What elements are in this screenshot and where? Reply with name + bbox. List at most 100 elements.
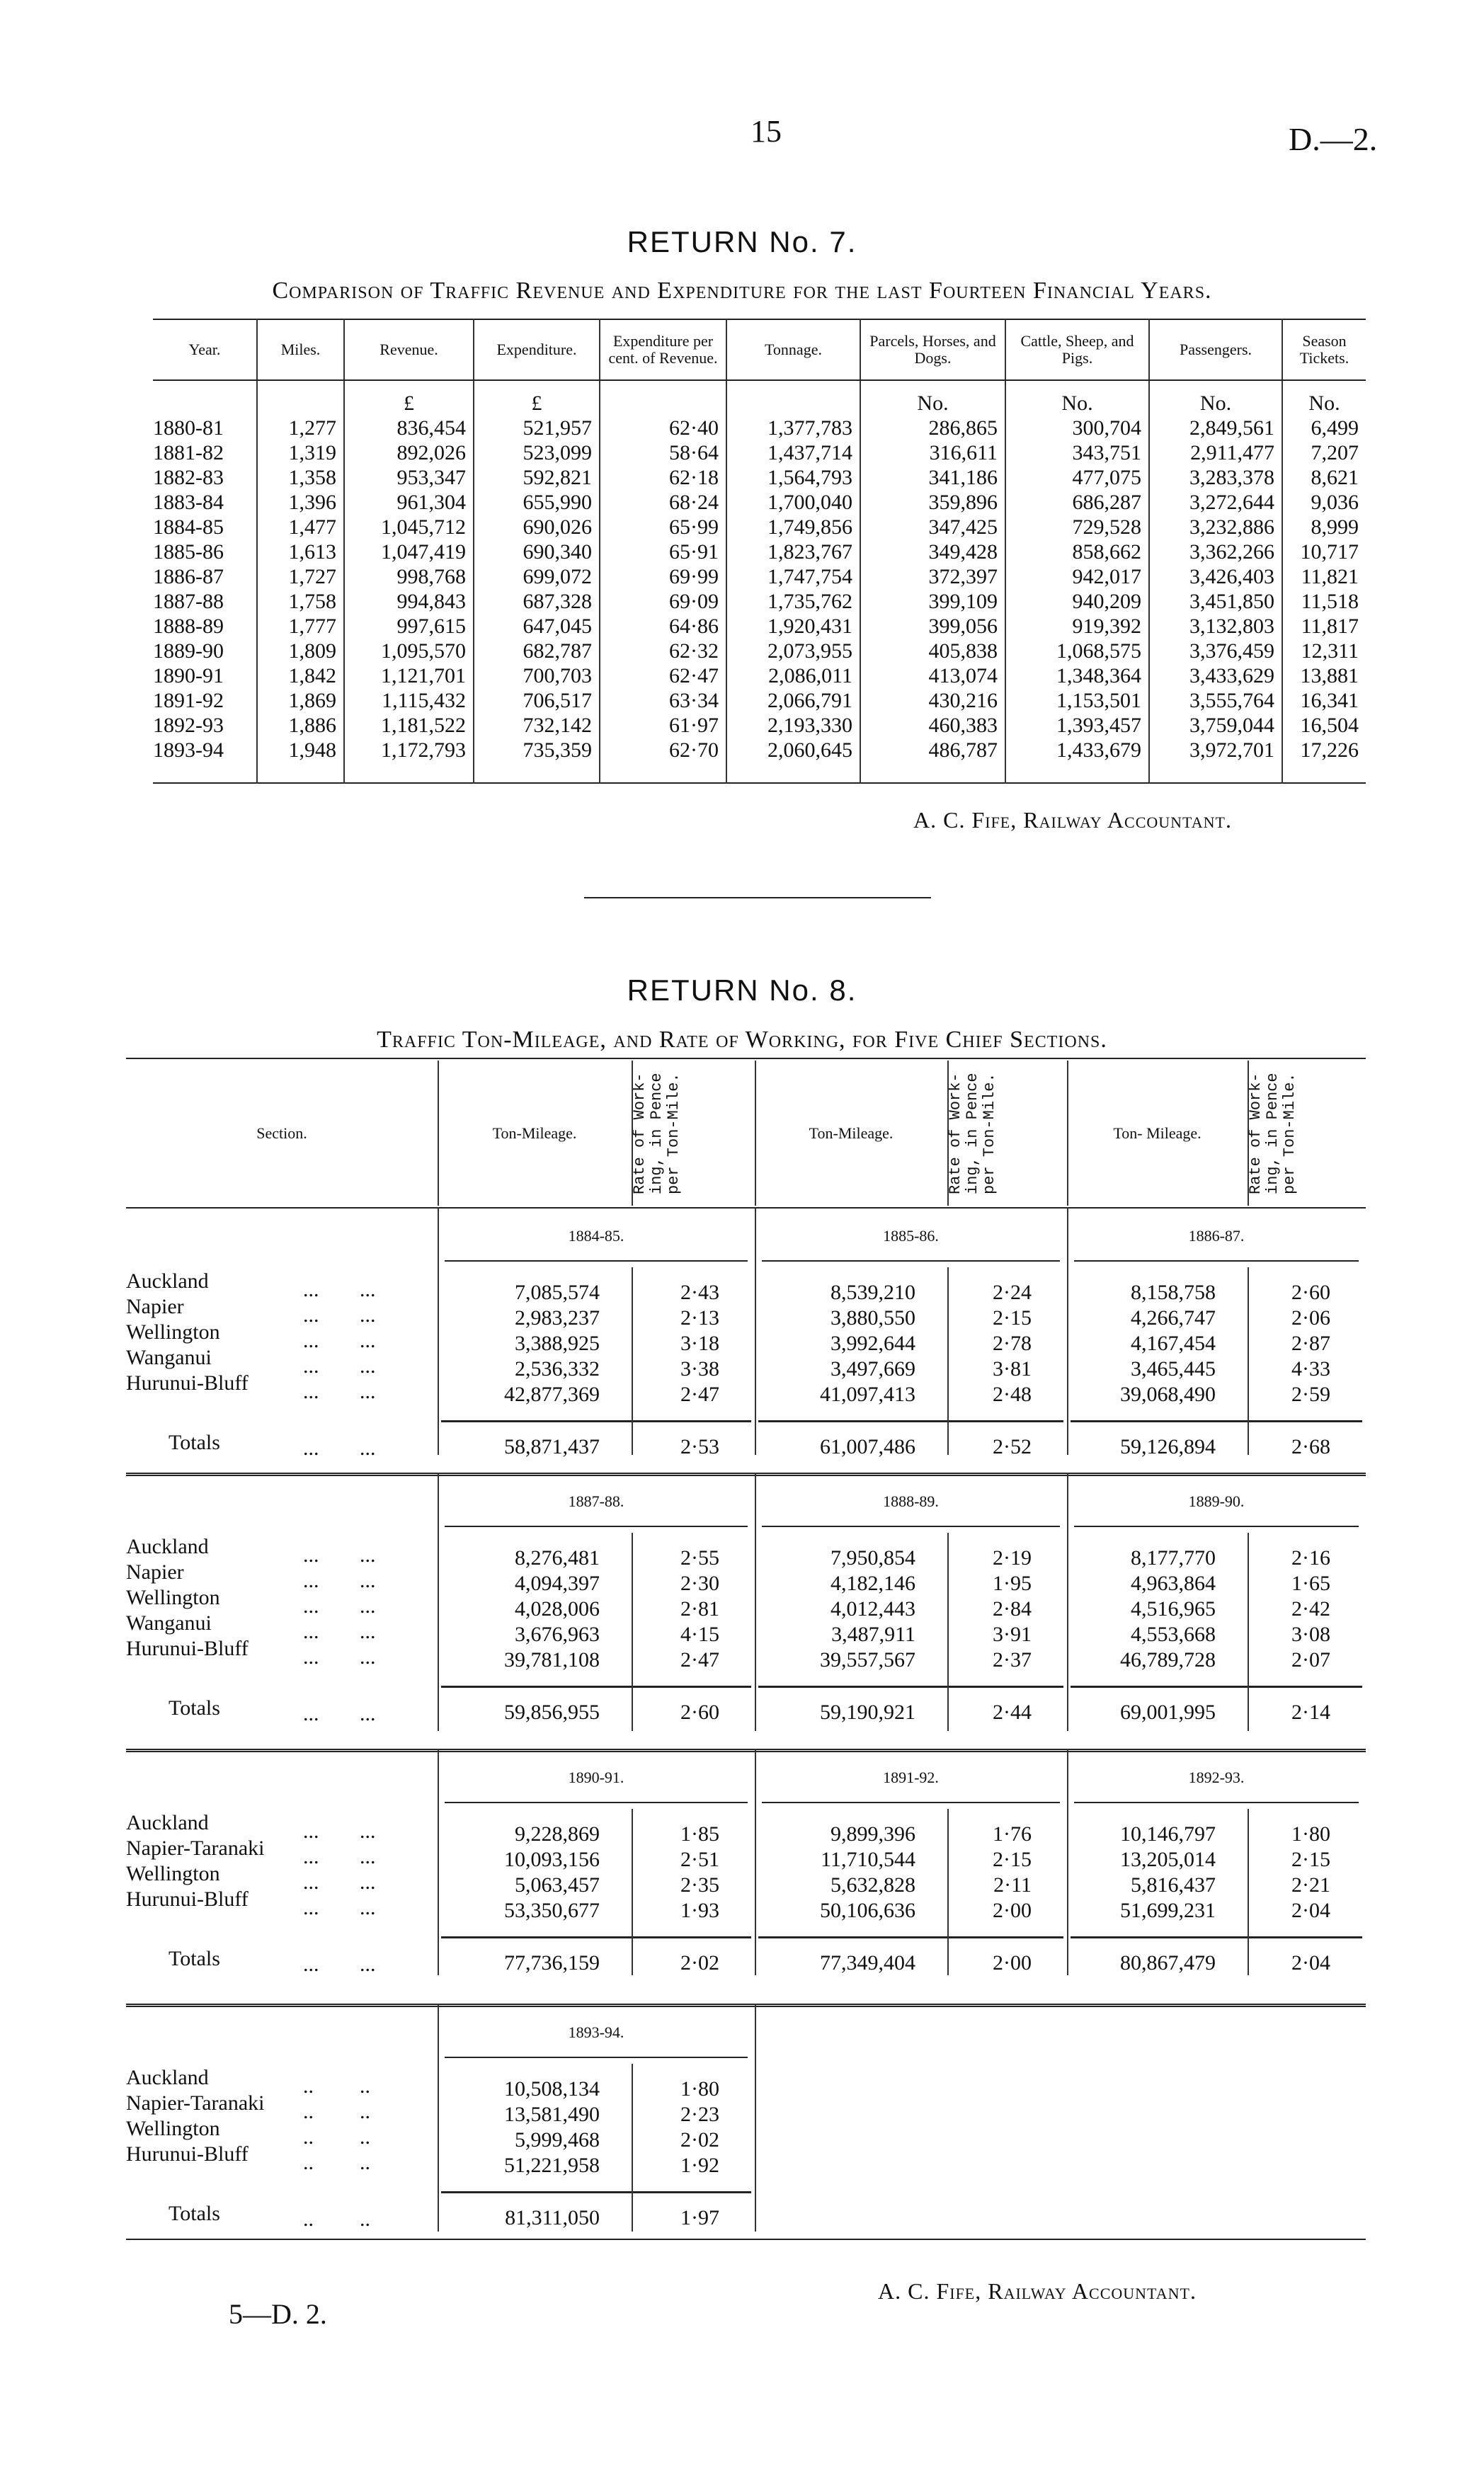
table-cell: 11,817 [1301, 615, 1359, 638]
leader-dots: ... [360, 1702, 376, 1725]
rate-value: 2·07 [1291, 1648, 1330, 1672]
ton-mileage-value: 39,557,567 [820, 1648, 915, 1672]
section-name: Hurunui-Bluff [126, 1637, 249, 1660]
table-cell: 65·91 [600, 539, 727, 564]
ton-mileage-value: 53,350,677 [504, 1899, 600, 1922]
table-cell: 1,068,575 [1005, 639, 1150, 663]
ton-mileage-value: 3,388,925 [515, 1332, 600, 1355]
return-7-table: Year. Miles. Revenue. Expenditure. Expenditu… [153, 319, 1366, 784]
leader-dots: ... [303, 1436, 319, 1460]
year-block: Auckland...... Napier...... Wellington....… [126, 1207, 1366, 1462]
section-name: Napier-Taranaki [126, 1836, 265, 1860]
year-rule [762, 1802, 1060, 1803]
section-name: Auckland [126, 1535, 209, 1558]
table-bottom-rule [126, 2239, 1366, 2240]
ton-mileage-value: 13,581,490 [504, 2103, 600, 2126]
year-rule [445, 1260, 748, 1262]
table-cell: 592,821 [474, 465, 600, 490]
ton-mileage-value: 3,465,445 [1131, 1357, 1216, 1381]
table-cell: 2,911,477 [1149, 440, 1283, 465]
section-name: Hurunui-Bluff [126, 1887, 249, 1911]
rate-value: 2·30 [680, 1572, 719, 1595]
table-cell: 62·32 [600, 639, 727, 663]
rate-value: 1·92 [680, 2154, 719, 2177]
ton-mileage-header: Ton- Mileage. [1113, 1124, 1202, 1142]
table-cell: 1,869 [257, 688, 345, 713]
year-rule [762, 1260, 1060, 1262]
column-divider [755, 2004, 756, 2232]
table-cell: 58·64 [600, 440, 727, 465]
unit-label: £ [344, 380, 474, 416]
leader-dots: ... [303, 1870, 319, 1894]
table-cell: 3,232,886 [1149, 515, 1283, 539]
table-cell: 2,849,561 [1149, 416, 1283, 440]
unit-label [153, 380, 258, 416]
table-cell: 836,454 [344, 416, 474, 440]
rate-value: 1·65 [1291, 1572, 1330, 1595]
return-8-subtitle: Traffic Ton-Mileage, and Rate of Working… [377, 1027, 1107, 1053]
ton-mileage-value: 42,877,369 [504, 1383, 600, 1406]
table-cell: 953,347 [344, 465, 474, 490]
table-cell: 1,700,040 [726, 490, 861, 515]
leader-dots: ... [303, 1543, 319, 1567]
year-label: 1891-92. [883, 1769, 939, 1786]
column-header: Season Tickets. [1282, 319, 1366, 381]
ton-mileage-value: 5,999,468 [515, 2128, 600, 2152]
ton-mileage-value: 4,012,443 [831, 1597, 915, 1621]
rate-value: 2·87 [1291, 1332, 1330, 1355]
table-cell: 690,340 [474, 539, 600, 564]
year-cell: 1882-83 [153, 465, 258, 490]
rate-value: 2·84 [993, 1597, 1032, 1621]
ton-mileage-value: 41,097,413 [820, 1383, 915, 1406]
column-divider [947, 1809, 949, 1975]
section-divider [584, 897, 931, 898]
subtotal-rule [441, 1936, 751, 1938]
ton-mileage-value: 3,487,911 [831, 1623, 915, 1646]
rate-value: 2·00 [993, 1899, 1032, 1922]
leader-dots: ... [360, 1645, 376, 1669]
column-divider [1067, 1473, 1068, 1731]
table-cell: 62·40 [600, 416, 727, 440]
year-cell: 1886-87 [153, 564, 258, 589]
leader-dots: ... [303, 1953, 319, 1976]
table-cell: 940,209 [1005, 589, 1150, 614]
year-label: 1885-86. [883, 1227, 939, 1245]
table-cell: 1,396 [257, 490, 345, 515]
rate-value: 2·35 [680, 1873, 719, 1897]
table-row: 1885-86 1,613 1,047,419 690,340 65·91 1,823,7… [153, 539, 1366, 564]
table-cell: 1,358 [257, 465, 345, 490]
ton-mileage-value: 4,553,668 [1131, 1623, 1216, 1646]
return-8-signature: A. C. Fife, Railway Accountant. [878, 2278, 1197, 2304]
table-row: 1884-85 1,477 1,045,712 690,026 65·99 1,749,8… [153, 515, 1366, 539]
rate-value: 1·80 [1291, 1822, 1330, 1846]
column-divider [947, 1533, 949, 1731]
leader-dots: ... [303, 1380, 319, 1403]
column-divider [1067, 1749, 1068, 1975]
total-rate: 2·44 [993, 1701, 1032, 1724]
leader-dots: ... [303, 1896, 319, 1919]
rate-value: 1·80 [680, 2077, 719, 2101]
unit-label [726, 380, 861, 416]
year-label: 1888-89. [883, 1492, 939, 1510]
total-ton-mileage: 69,001,995 [1120, 1701, 1216, 1724]
rate-value: 2·16 [1291, 1546, 1330, 1570]
total-rate: 2·52 [993, 1435, 1032, 1458]
leader-dots: .. [303, 2100, 314, 2123]
column-header: Revenue. [344, 319, 474, 381]
rate-value: 2·51 [680, 1848, 719, 1871]
total-ton-mileage: 59,126,894 [1120, 1435, 1216, 1458]
table-cell: 300,704 [1005, 416, 1150, 440]
leader-dots: ... [360, 1303, 376, 1327]
table-cell: 10,717 [1300, 540, 1359, 564]
rate-value: 2·48 [993, 1383, 1032, 1406]
ton-mileage-value: 39,068,490 [1120, 1383, 1216, 1406]
table-cell: 1,842 [257, 663, 345, 688]
ton-mileage-value: 4,028,006 [515, 1597, 600, 1621]
ton-mileage-value: 8,177,770 [1131, 1546, 1216, 1570]
year-label: 1893-94. [568, 2023, 624, 2041]
table-cell: 858,662 [1005, 539, 1150, 564]
rate-value: 3·38 [680, 1357, 719, 1381]
table-cell: 1,377,783 [726, 416, 861, 440]
leader-dots: .. [360, 2100, 370, 2123]
leader-dots: ... [360, 1845, 376, 1868]
